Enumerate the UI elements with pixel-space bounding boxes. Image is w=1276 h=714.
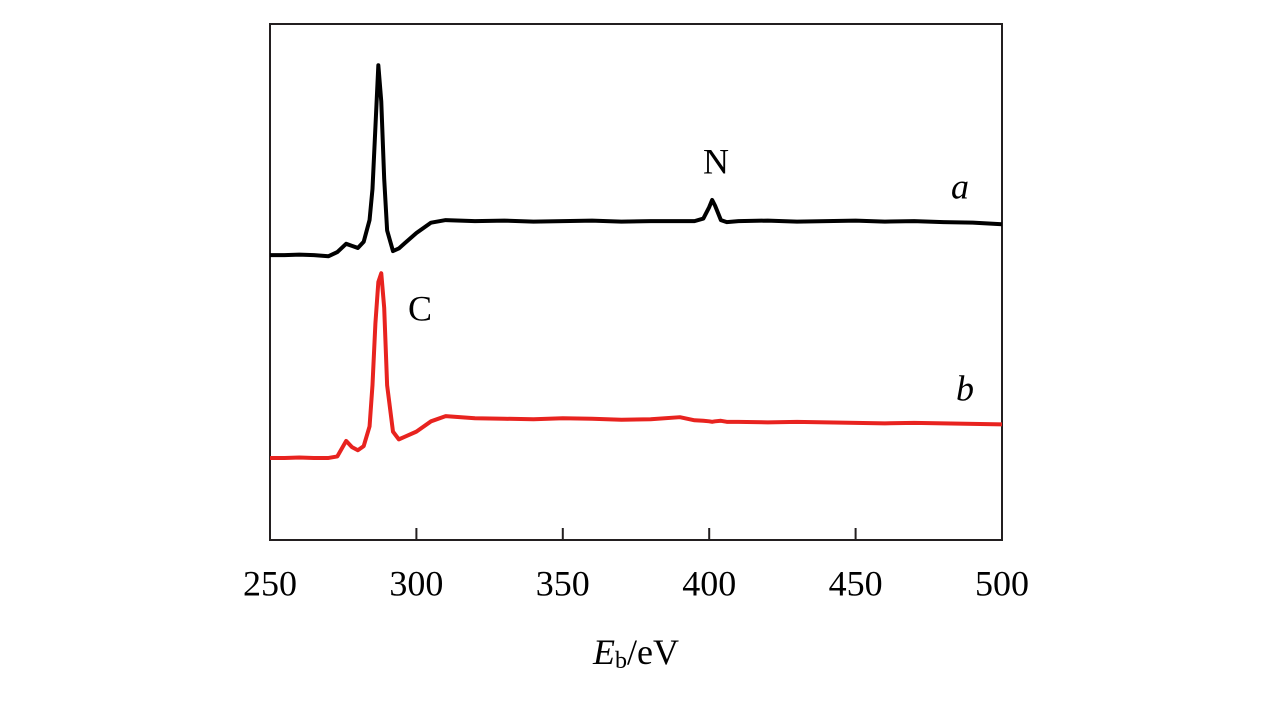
annotation: b bbox=[956, 368, 974, 408]
x-tick-label: 300 bbox=[389, 563, 443, 603]
series-line bbox=[270, 63, 1003, 259]
plot-frame bbox=[269, 23, 1003, 541]
x-label-subscript: b bbox=[615, 648, 627, 674]
annotation: a bbox=[951, 166, 969, 206]
x-tick-label: 500 bbox=[975, 563, 1029, 603]
x-tick-label: 400 bbox=[682, 563, 736, 603]
x-tick-label: 450 bbox=[829, 563, 883, 603]
x-label-symbol: E bbox=[592, 632, 615, 672]
x-tick-label: 250 bbox=[243, 563, 297, 603]
x-label-unit: /eV bbox=[627, 632, 679, 672]
annotation: N bbox=[703, 141, 729, 181]
x-tick-label: 350 bbox=[536, 563, 590, 603]
x-axis-label: Eb/eV bbox=[592, 632, 679, 673]
annotation: C bbox=[408, 288, 432, 328]
series-line bbox=[270, 271, 1003, 460]
